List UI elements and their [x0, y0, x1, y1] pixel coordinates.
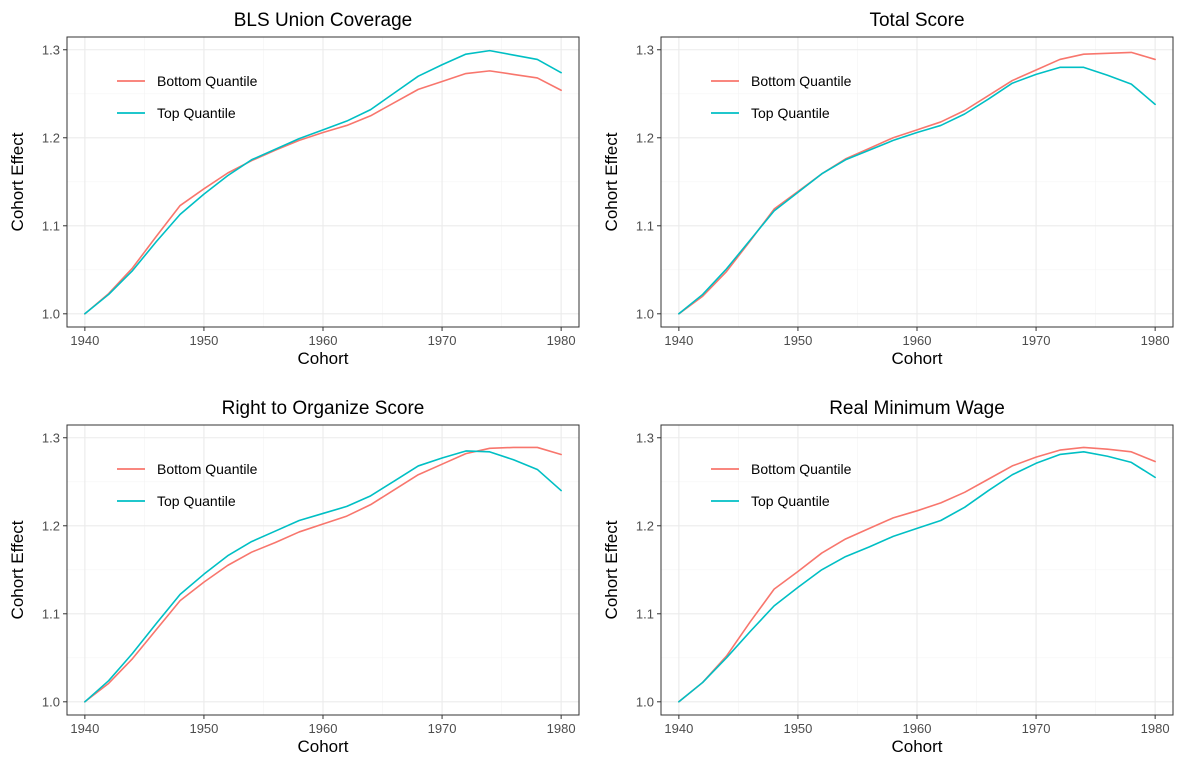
y-tick-label: 1.0 — [42, 694, 60, 709]
x-tick-label: 1940 — [70, 333, 99, 348]
y-axis-label: Cohort Effect — [8, 132, 27, 231]
x-axis-label: Cohort — [891, 349, 942, 368]
legend-label: Bottom Quantile — [751, 73, 852, 89]
chart-title: Right to Organize Score — [222, 398, 425, 419]
x-tick-label: 1980 — [547, 721, 576, 736]
y-axis-label: Cohort Effect — [602, 520, 621, 619]
series-line-bottom-quantile — [678, 446, 1156, 703]
x-tick-label: 1950 — [189, 721, 218, 736]
x-tick-label: 1950 — [783, 721, 812, 736]
legend-label: Bottom Quantile — [157, 73, 258, 89]
chart-title: BLS Union Coverage — [234, 10, 413, 31]
x-tick-label: 1960 — [309, 333, 338, 348]
y-tick-label: 1.1 — [42, 606, 60, 621]
y-tick-label: 1.3 — [636, 430, 654, 445]
y-tick-label: 1.1 — [636, 606, 654, 621]
x-tick-label: 1970 — [428, 333, 457, 348]
legend: Bottom Quantile Top Quantile — [117, 461, 258, 509]
legend: Bottom Quantile Top Quantile — [117, 73, 258, 121]
x-axis-label: Cohort — [891, 737, 942, 756]
y-tick-label: 1.1 — [636, 218, 654, 233]
x-tick-label: 1960 — [309, 721, 338, 736]
legend-label: Top Quantile — [751, 493, 830, 509]
y-axis-label: Cohort Effect — [8, 520, 27, 619]
y-tick-label: 1.2 — [42, 518, 60, 533]
legend-label: Top Quantile — [751, 105, 830, 121]
y-tick-label: 1.2 — [42, 130, 60, 145]
y-tick-label: 1.2 — [636, 518, 654, 533]
series-line-top-quantile — [678, 66, 1156, 315]
chart-panel-1: 1940 1950 1960 1970 1980 1.0 1.1 1.2 1.3 BLS Unio… — [8, 10, 580, 368]
y-tick-label: 1.3 — [42, 430, 60, 445]
y-tick-label: 1.1 — [42, 218, 60, 233]
x-tick-label: 1970 — [1022, 333, 1051, 348]
y-tick-label: 1.0 — [42, 306, 60, 321]
x-tick-label: 1960 — [903, 333, 932, 348]
x-tick-label: 1960 — [903, 721, 932, 736]
legend-label: Top Quantile — [157, 105, 236, 121]
y-tick-label: 1.3 — [636, 42, 654, 57]
series-line-top-quantile — [84, 49, 562, 315]
x-tick-label: 1980 — [1141, 333, 1170, 348]
x-tick-label: 1980 — [547, 333, 576, 348]
y-tick-label: 1.2 — [636, 130, 654, 145]
series-line-bottom-quantile — [84, 70, 562, 315]
x-tick-label: 1940 — [664, 721, 693, 736]
legend: Bottom Quantile Top Quantile — [711, 461, 852, 509]
x-tick-label: 1950 — [783, 333, 812, 348]
legend-label: Bottom Quantile — [751, 461, 852, 477]
chart-title: Total Score — [869, 10, 964, 31]
x-axis-label: Cohort — [297, 349, 348, 368]
x-tick-label: 1980 — [1141, 721, 1170, 736]
x-tick-label: 1970 — [1022, 721, 1051, 736]
y-axis-label: Cohort Effect — [602, 132, 621, 231]
chart-title: Real Minimum Wage — [829, 398, 1005, 419]
y-tick-label: 1.0 — [636, 306, 654, 321]
series-line-top-quantile — [678, 451, 1156, 703]
series-line-top-quantile — [84, 450, 562, 703]
y-tick-label: 1.0 — [636, 694, 654, 709]
x-tick-label: 1950 — [189, 333, 218, 348]
legend: Bottom Quantile Top Quantile — [711, 73, 852, 121]
chart-panel-2: 1940 1950 1960 1970 1980 1.0 1.1 1.2 1.3 Total Sc… — [602, 10, 1174, 368]
chart-panel-3: 1940 1950 1960 1970 1980 1.0 1.1 1.2 1.3 Right to… — [8, 398, 580, 756]
chart-panel-4: 1940 1950 1960 1970 1980 1.0 1.1 1.2 1.3 Real Min… — [602, 398, 1174, 756]
legend-label: Bottom Quantile — [157, 461, 258, 477]
x-axis-label: Cohort — [297, 737, 348, 756]
series-line-bottom-quantile — [84, 446, 562, 703]
legend-label: Top Quantile — [157, 493, 236, 509]
x-tick-label: 1940 — [664, 333, 693, 348]
x-tick-label: 1940 — [70, 721, 99, 736]
x-tick-label: 1970 — [428, 721, 457, 736]
y-tick-label: 1.3 — [42, 42, 60, 57]
